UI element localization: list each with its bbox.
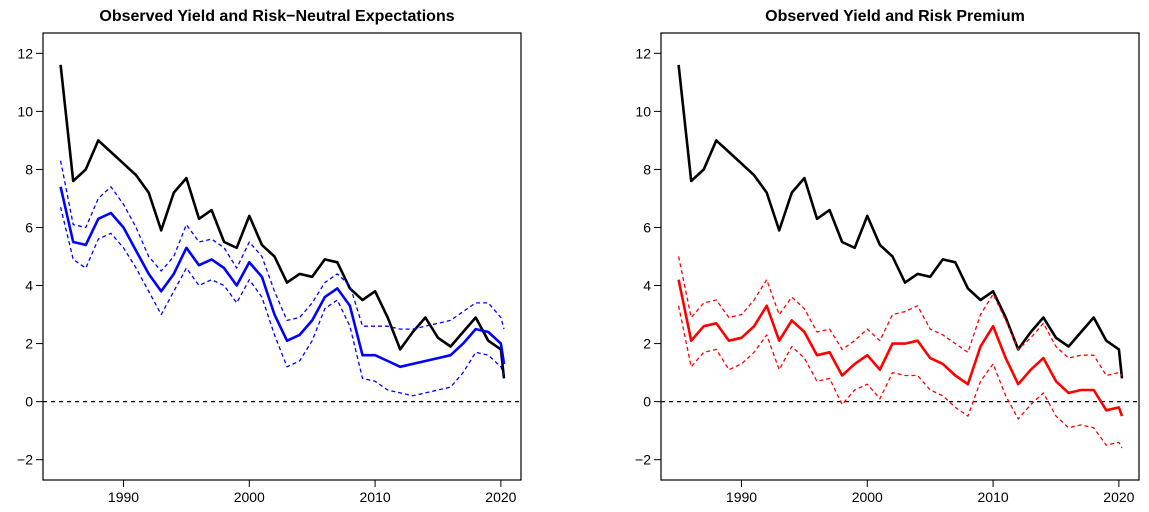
y-tick-label: 4 [25,278,33,294]
x-tick-label: 2010 [978,489,1009,505]
series-line [59,186,506,369]
y-tick-label: 0 [643,394,651,410]
series-line [677,256,1123,377]
series-line [59,64,506,379]
x-tick-label: 2000 [234,489,265,505]
y-tick-label: 12 [635,45,651,61]
x-tick-label: 2020 [485,489,516,505]
x-tick-label: 2020 [1103,489,1134,505]
y-tick-label: 10 [17,103,33,119]
y-tick-label: 2 [25,336,33,352]
plot-frame [42,32,522,481]
y-tick-label: 8 [25,161,33,177]
chart-title: Observed Yield and Risk Premium [765,8,1025,25]
panel: Observed Yield and Risk Premium −2 0 2 4 6 8 10… [635,8,1140,505]
series-line [677,279,1124,417]
y-tick-label: 12 [17,45,33,61]
plot-frame [660,32,1140,481]
panel: Observed Yield and Risk−Neutral Expectat… [17,8,522,505]
series-line [59,207,505,397]
y-tick-label: 0 [25,394,33,410]
x-tick-label: 1990 [726,489,757,505]
series-line [677,64,1124,379]
series-line [677,305,1123,449]
y-tick-label: 4 [643,278,651,294]
x-tick-label: 2000 [852,489,883,505]
chart-title: Observed Yield and Risk−Neutral Expectat… [99,8,454,25]
x-tick-label: 1990 [108,489,139,505]
y-tick-label: 6 [643,219,651,235]
y-tick-label: 2 [643,336,651,352]
y-tick-label: −2 [17,452,33,468]
series-line [59,160,505,330]
x-tick-label: 2010 [360,489,391,505]
y-tick-label: −2 [635,452,651,468]
y-tick-label: 8 [643,161,651,177]
y-tick-label: 10 [635,103,651,119]
y-tick-label: 6 [25,219,33,235]
